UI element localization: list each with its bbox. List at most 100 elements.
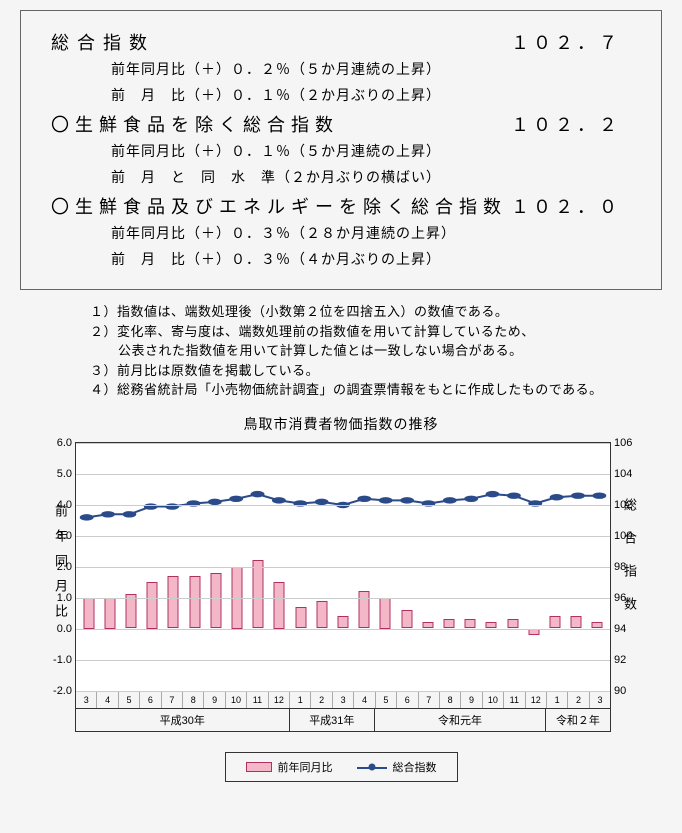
bar [380, 598, 391, 629]
x-month: 9 [204, 692, 225, 708]
x-axis: 3456789101112123456789101112123 平成30年平成3… [75, 692, 611, 732]
grid-line [76, 660, 610, 661]
legend-item-bar: 前年同月比 [246, 759, 333, 775]
x-month: 1 [290, 692, 311, 708]
y1-tick: 3.0 [44, 530, 72, 542]
x-month: 2 [311, 692, 332, 708]
summary-detail: 前 月 比（＋）０．１％（２か月ぶりの上昇） [111, 85, 631, 105]
summary-title: 総合指数 [51, 29, 155, 55]
chart-wrap: (％) 前年同月比 総合指数 6.05.04.03.02.01.00.0-1.0… [31, 442, 651, 782]
chart-area: 鳥取市消費者物価指数の推移 (％) 前年同月比 総合指数 6.05.04.03.… [20, 414, 662, 782]
x-month: 4 [354, 692, 375, 708]
bar [444, 619, 455, 628]
x-month: 2 [568, 692, 589, 708]
note-line: ２）変化率、寄与度は、端数処理前の指数値を用いて計算しているため、 [90, 322, 662, 342]
x-month: 12 [269, 692, 290, 708]
y2-tick: 106 [614, 437, 640, 449]
bar [126, 594, 137, 628]
x-month: 7 [419, 692, 440, 708]
x-month: 11 [247, 692, 268, 708]
grid-line [76, 443, 610, 444]
summary-detail: 前 月 と 同 水 準（２か月ぶりの横ばい） [111, 167, 631, 187]
bar [571, 616, 582, 628]
grid-line [76, 536, 610, 537]
line-swatch-icon [357, 761, 387, 773]
summary-value: １０２．０ [511, 193, 631, 219]
summary-row: 総合指数 １０２．７ [51, 29, 631, 55]
x-month: 10 [483, 692, 504, 708]
notes-section: １）指数値は、端数処理後（小数第２位を四捨五入）の数値である。２）変化率、寄与度… [90, 302, 662, 400]
x-month: 10 [226, 692, 247, 708]
legend-line-label: 総合指数 [393, 759, 437, 775]
bar [274, 582, 285, 629]
y1-tick: 2.0 [44, 561, 72, 573]
summary-value: １０２．２ [511, 111, 631, 137]
bar-swatch-icon [246, 762, 272, 772]
plot-outer: 6.05.04.03.02.01.00.0-1.0-2.010610410210… [75, 442, 611, 692]
note-line: １）指数値は、端数処理後（小数第２位を四捨五入）の数値である。 [90, 302, 662, 322]
x-month: 9 [461, 692, 482, 708]
bar [316, 601, 327, 629]
y2-tick: 96 [614, 592, 640, 604]
x-month: 8 [183, 692, 204, 708]
x-era: 令和２年 [546, 709, 610, 731]
grid-line [76, 474, 610, 475]
y1-tick: -1.0 [44, 654, 72, 666]
x-month: 3 [590, 692, 610, 708]
note-line: ３）前月比は原数値を掲載している。 [90, 361, 662, 381]
summary-box: 総合指数１０２．７前年同月比（＋）０．２％（５か月連続の上昇）前 月 比（＋）０… [20, 10, 662, 290]
summary-detail: 前年同月比（＋）０．１％（５か月連続の上昇） [111, 141, 631, 161]
legend-wrap: 前年同月比 総合指数 [31, 732, 651, 782]
x-month: 4 [97, 692, 118, 708]
x-month: 3 [76, 692, 97, 708]
x-month: 6 [140, 692, 161, 708]
summary-detail: 前年同月比（＋）０．３％（２８か月連続の上昇） [111, 223, 631, 243]
grid-line [76, 691, 610, 692]
x-month: 8 [440, 692, 461, 708]
x-month: 6 [397, 692, 418, 708]
y2-tick: 94 [614, 623, 640, 635]
bar [210, 573, 221, 629]
summary-row: 〇生鮮食品及びエネルギーを除く総合指数１０２．０ [51, 193, 631, 219]
y2-tick: 98 [614, 561, 640, 573]
bar [147, 582, 158, 629]
x-era: 平成31年 [290, 709, 375, 731]
y1-tick: 0.0 [44, 623, 72, 635]
grid-line [76, 598, 610, 599]
y2-tick: 92 [614, 654, 640, 666]
bar [83, 598, 94, 629]
x-month: 11 [504, 692, 525, 708]
chart-title: 鳥取市消費者物価指数の推移 [20, 414, 662, 434]
y1-tick: -2.0 [44, 685, 72, 697]
grid-line [76, 629, 610, 630]
x-month: 1 [547, 692, 568, 708]
note-line: 公表された指数値を用いて計算した値とは一致しない場合がある。 [118, 341, 662, 361]
y2-tick: 104 [614, 468, 640, 480]
bar [550, 616, 561, 628]
legend-item-line: 総合指数 [357, 759, 437, 775]
summary-row: 〇生鮮食品を除く総合指数 １０２．２ [51, 111, 631, 137]
x-era: 令和元年 [375, 709, 546, 731]
x-month: 7 [162, 692, 183, 708]
x-axis-eras: 平成30年平成31年令和元年令和２年 [75, 709, 611, 732]
bar [295, 607, 306, 629]
summary-title: 〇生鮮食品を除く総合指数 [51, 111, 339, 137]
grid-line [76, 505, 610, 506]
y1-tick: 5.0 [44, 468, 72, 480]
summary-title: 〇生鮮食品及びエネルギーを除く総合指数 [51, 193, 507, 219]
summary-detail: 前 月 比（＋）０．３％（４か月ぶりの上昇） [111, 249, 631, 269]
legend: 前年同月比 総合指数 [225, 752, 458, 782]
legend-bar-label: 前年同月比 [278, 759, 333, 775]
bar [104, 598, 115, 629]
bar [189, 576, 200, 629]
x-era: 平成30年 [76, 709, 290, 731]
note-line: ４）総務省統計局「小売物価統計調査」の調査票情報をもとに作成したものである。 [90, 380, 662, 400]
y2-tick: 100 [614, 530, 640, 542]
grid-line [76, 567, 610, 568]
x-month: 12 [526, 692, 547, 708]
bar [507, 619, 518, 628]
y1-tick: 6.0 [44, 437, 72, 449]
summary-value: １０２．７ [511, 29, 631, 55]
bar [168, 576, 179, 629]
bar [465, 619, 476, 628]
